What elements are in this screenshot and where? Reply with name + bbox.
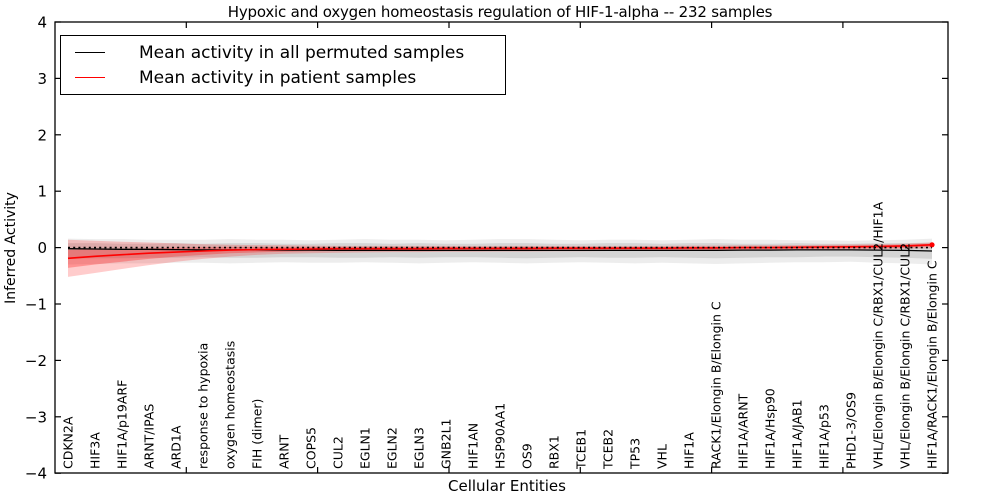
- x-category-label: ARD1A: [169, 425, 184, 469]
- legend-box: Mean activity in all permuted samples Me…: [60, 35, 506, 95]
- y-tick-label: 0: [37, 239, 47, 257]
- x-category-label: CUL2: [331, 436, 346, 469]
- x-category-label: HIF1A/p53: [817, 404, 832, 469]
- x-category-label: ARNT/IPAS: [142, 404, 157, 469]
- x-category-label: TP53: [628, 438, 643, 470]
- x-category-label: response to hypoxia: [196, 343, 211, 469]
- permuted-outer-band: [68, 238, 932, 265]
- patient-line-end-marker: [929, 242, 935, 248]
- y-tick-label: −1: [25, 296, 47, 314]
- chart-title: Hypoxic and oxygen homeostasis regulatio…: [227, 3, 773, 21]
- x-category-label: HIF1AN: [466, 423, 481, 469]
- x-category-label: HIF3A: [88, 432, 103, 469]
- x-category-label: FIH (dimer): [250, 399, 265, 469]
- legend-line-sample-black: [75, 52, 105, 53]
- y-tick-label: −3: [25, 408, 47, 426]
- x-category-label: GNB2L1: [439, 419, 454, 469]
- y-tick-label: −2: [25, 352, 47, 370]
- x-category-label: TCEB2: [601, 429, 616, 470]
- y-tick-label: 1: [37, 183, 47, 201]
- y-tick-label: 4: [37, 14, 47, 32]
- x-category-label: EGLN2: [385, 427, 400, 469]
- x-category-label: RBX1: [547, 435, 562, 469]
- legend-line-sample-red: [75, 77, 105, 78]
- legend-entry-permuted: Mean activity in all permuted samples: [75, 40, 505, 65]
- x-category-label: COPS5: [304, 427, 319, 469]
- x-category-label: HIF1A/p19ARF: [115, 380, 130, 469]
- y-tick-label: 2: [37, 126, 47, 144]
- x-category-label: VHL: [655, 444, 670, 469]
- x-category-label: PHD1-3/OS9: [844, 392, 859, 469]
- x-category-label: OS9: [520, 443, 535, 469]
- x-category-label: HIF1A/JAB1: [790, 399, 805, 469]
- x-axis-label: Cellular Entities: [448, 477, 566, 495]
- x-category-label: HSP90AA1: [493, 403, 508, 469]
- x-category-label: VHL/Elongin B/Elongin C/RBX1/CUL2: [898, 243, 913, 469]
- x-category-label: HIF1A/ARNT: [736, 393, 751, 469]
- x-category-label: RACK1/Elongin B/Elongin C: [709, 301, 724, 469]
- legend-label: Mean activity in patient samples: [139, 67, 417, 88]
- legend-label: Mean activity in all permuted samples: [139, 42, 465, 63]
- x-category-label: VHL/Elongin B/Elongin C/RBX1/CUL2/HIF1A: [871, 201, 886, 469]
- x-category-label: HIF1A/Hsp90: [763, 388, 778, 469]
- x-category-label: HIF1A/RACK1/Elongin B/Elongin C: [925, 260, 940, 469]
- legend-entry-patient: Mean activity in patient samples: [75, 65, 505, 90]
- y-tick-label: 3: [37, 70, 47, 88]
- x-category-label: CDKN2A: [61, 416, 76, 469]
- x-category-label: EGLN1: [358, 427, 373, 469]
- x-category-label: EGLN3: [412, 427, 427, 469]
- y-tick-label: −4: [25, 465, 47, 483]
- x-category-label: TCEB1: [574, 429, 589, 470]
- x-category-label: oxygen homeostasis: [223, 341, 238, 469]
- x-category-label: ARNT: [277, 434, 292, 469]
- x-category-label: HIF1A: [682, 432, 697, 469]
